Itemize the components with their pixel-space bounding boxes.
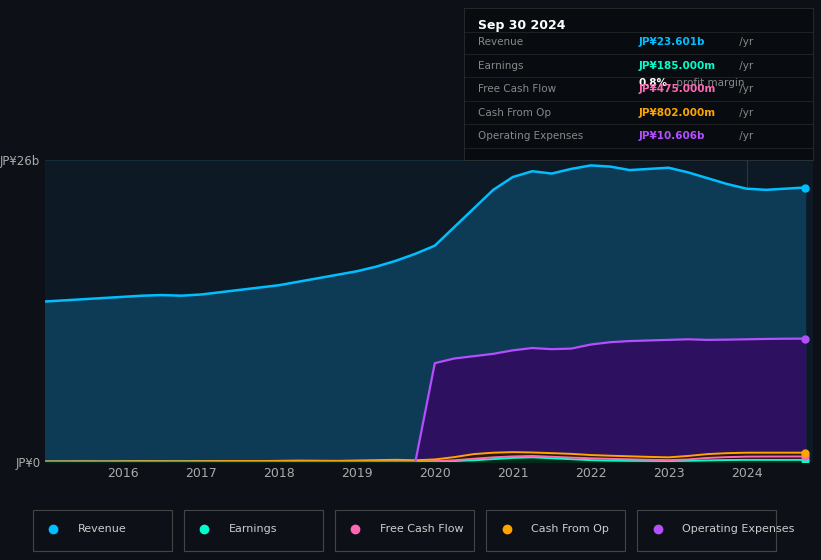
- Text: JP¥802.000m: JP¥802.000m: [639, 108, 715, 118]
- Bar: [335, 510, 474, 551]
- Text: Earnings: Earnings: [229, 524, 277, 534]
- Text: Operating Expenses: Operating Expenses: [478, 131, 583, 141]
- Text: Free Cash Flow: Free Cash Flow: [478, 85, 556, 94]
- Text: Free Cash Flow: Free Cash Flow: [380, 524, 464, 534]
- Text: Revenue: Revenue: [478, 38, 523, 48]
- Text: JP¥475.000m: JP¥475.000m: [639, 85, 716, 94]
- Text: /yr: /yr: [736, 131, 754, 141]
- Text: Operating Expenses: Operating Expenses: [682, 524, 795, 534]
- Bar: [486, 510, 625, 551]
- Text: /yr: /yr: [736, 38, 754, 48]
- Text: profit margin: profit margin: [673, 78, 745, 88]
- Text: /yr: /yr: [736, 61, 754, 71]
- Text: JP¥185.000m: JP¥185.000m: [639, 61, 715, 71]
- Text: /yr: /yr: [736, 85, 754, 94]
- Text: JP¥10.606b: JP¥10.606b: [639, 131, 704, 141]
- Text: 0.8%: 0.8%: [639, 78, 667, 88]
- Text: Sep 30 2024: Sep 30 2024: [478, 19, 566, 32]
- Text: Revenue: Revenue: [78, 524, 126, 534]
- Text: Earnings: Earnings: [478, 61, 523, 71]
- Text: Cash From Op: Cash From Op: [478, 108, 551, 118]
- Bar: [184, 510, 323, 551]
- Bar: [33, 510, 172, 551]
- Bar: [637, 510, 776, 551]
- Text: Cash From Op: Cash From Op: [531, 524, 609, 534]
- Text: JP¥23.601b: JP¥23.601b: [639, 38, 704, 48]
- Text: /yr: /yr: [736, 108, 754, 118]
